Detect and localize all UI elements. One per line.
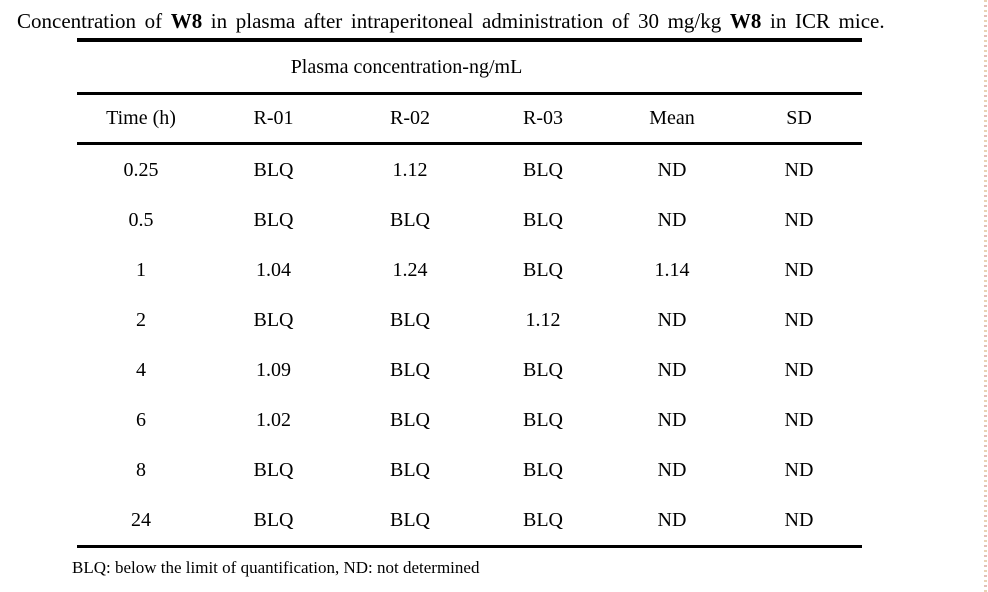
table-row: 24 BLQ BLQ BLQ ND ND bbox=[77, 495, 862, 547]
table-cell: 1.24 bbox=[392, 258, 428, 281]
table-cell: 1.12 bbox=[392, 158, 428, 181]
table-cell: BLQ bbox=[523, 208, 563, 231]
page-title: Concentration of W8 in plasma after intr… bbox=[0, 0, 988, 35]
column-header-sd: SD bbox=[736, 93, 862, 145]
column-header-r02: R-02 bbox=[342, 93, 478, 145]
table-cell: BLQ bbox=[523, 458, 563, 481]
column-header-r03: R-03 bbox=[478, 93, 608, 145]
table-cell: BLQ bbox=[253, 308, 294, 331]
table-cell-time: 1 bbox=[136, 258, 146, 281]
spanner-row: Plasma concentration-ng/mL bbox=[77, 40, 862, 95]
table-cell: BLQ bbox=[523, 408, 563, 431]
table-cell-time: 0.25 bbox=[123, 158, 159, 181]
table-header-row: Time (h) R-01 R-02 R-03 Mean SD bbox=[77, 93, 862, 145]
table-cell: ND bbox=[784, 508, 814, 531]
title-compound-name: W8 bbox=[170, 9, 203, 33]
table-cell: ND bbox=[784, 158, 814, 181]
spanner-header: Plasma concentration-ng/mL bbox=[205, 40, 608, 95]
table-cell: ND bbox=[657, 308, 687, 331]
table-cell: ND bbox=[784, 458, 814, 481]
table-cell: BLQ bbox=[523, 508, 563, 531]
table-row: 1 1.04 1.24 BLQ 1.14 ND bbox=[77, 245, 862, 295]
column-header-mean: Mean bbox=[608, 93, 736, 145]
title-text: Concentration of bbox=[17, 9, 171, 33]
table-cell-time: 24 bbox=[131, 508, 151, 531]
table-cell: BLQ bbox=[253, 508, 294, 531]
spanner-empty-cell bbox=[736, 40, 862, 95]
table-cell: BLQ bbox=[523, 158, 563, 181]
spanner-empty-cell bbox=[77, 40, 205, 95]
table-row: 2 BLQ BLQ 1.12 ND ND bbox=[77, 295, 862, 345]
table-cell: ND bbox=[784, 358, 814, 381]
table-cell: ND bbox=[657, 158, 687, 181]
table-cell: BLQ bbox=[390, 308, 430, 331]
table-footnote: BLQ: below the limit of quantification, … bbox=[72, 558, 480, 577]
table-cell-time: 2 bbox=[136, 308, 146, 331]
table-cell: BLQ bbox=[253, 158, 294, 181]
table-cell: ND bbox=[784, 208, 814, 231]
table-cell-time: 6 bbox=[136, 408, 146, 431]
column-header-r01: R-01 bbox=[205, 93, 342, 145]
plasma-concentration-table: Plasma concentration-ng/mL Time (h) R-01… bbox=[77, 38, 862, 548]
table-cell: 1.02 bbox=[256, 408, 291, 431]
table-cell: ND bbox=[784, 308, 814, 331]
table-cell: BLQ bbox=[523, 258, 563, 281]
table-row: 6 1.02 BLQ BLQ ND ND bbox=[77, 395, 862, 445]
table-cell: ND bbox=[657, 458, 687, 481]
table-cell: ND bbox=[657, 358, 687, 381]
table-cell: BLQ bbox=[390, 208, 430, 231]
table-cell: BLQ bbox=[390, 358, 430, 381]
table-cell: 1.09 bbox=[256, 358, 291, 381]
table-cell: BLQ bbox=[253, 458, 294, 481]
table-cell: ND bbox=[784, 258, 814, 281]
table-cell: BLQ bbox=[523, 358, 563, 381]
table-cell: 1.14 bbox=[654, 258, 690, 281]
table-cell: BLQ bbox=[253, 208, 294, 231]
table-cell: BLQ bbox=[390, 508, 430, 531]
title-text: in ICR mice. bbox=[761, 9, 885, 33]
table-cell-time: 8 bbox=[136, 458, 146, 481]
column-header-time: Time (h) bbox=[77, 93, 205, 145]
table-cell: ND bbox=[657, 208, 687, 231]
spanner-empty-cell bbox=[608, 40, 736, 95]
table-cell-time: 0.5 bbox=[128, 208, 154, 231]
table-cell-time: 4 bbox=[136, 358, 146, 381]
table-cell: BLQ bbox=[390, 458, 430, 481]
scan-edge-artifact bbox=[984, 0, 987, 592]
table-row: 0.25 BLQ 1.12 BLQ ND ND bbox=[77, 144, 862, 196]
title-text: in plasma after intraperitoneal administ… bbox=[202, 9, 730, 33]
table-cell: BLQ bbox=[390, 408, 430, 431]
table-row: 8 BLQ BLQ BLQ ND ND bbox=[77, 445, 862, 495]
table-cell: 1.04 bbox=[256, 258, 291, 281]
table-cell: 1.12 bbox=[525, 308, 561, 331]
table-cell: ND bbox=[657, 508, 687, 531]
table-row: 4 1.09 BLQ BLQ ND ND bbox=[77, 345, 862, 395]
title-compound-name: W8 bbox=[729, 9, 762, 33]
table-cell: ND bbox=[657, 408, 687, 431]
table-row: 0.5 BLQ BLQ BLQ ND ND bbox=[77, 195, 862, 245]
table-cell: ND bbox=[784, 408, 814, 431]
